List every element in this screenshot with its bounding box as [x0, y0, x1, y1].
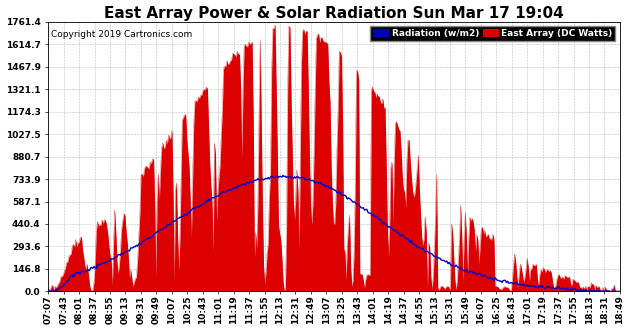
Title: East Array Power & Solar Radiation Sun Mar 17 19:04: East Array Power & Solar Radiation Sun M…	[104, 6, 564, 20]
Legend: Radiation (w/m2), East Array (DC Watts): Radiation (w/m2), East Array (DC Watts)	[370, 26, 616, 41]
Text: Copyright 2019 Cartronics.com: Copyright 2019 Cartronics.com	[51, 30, 192, 39]
